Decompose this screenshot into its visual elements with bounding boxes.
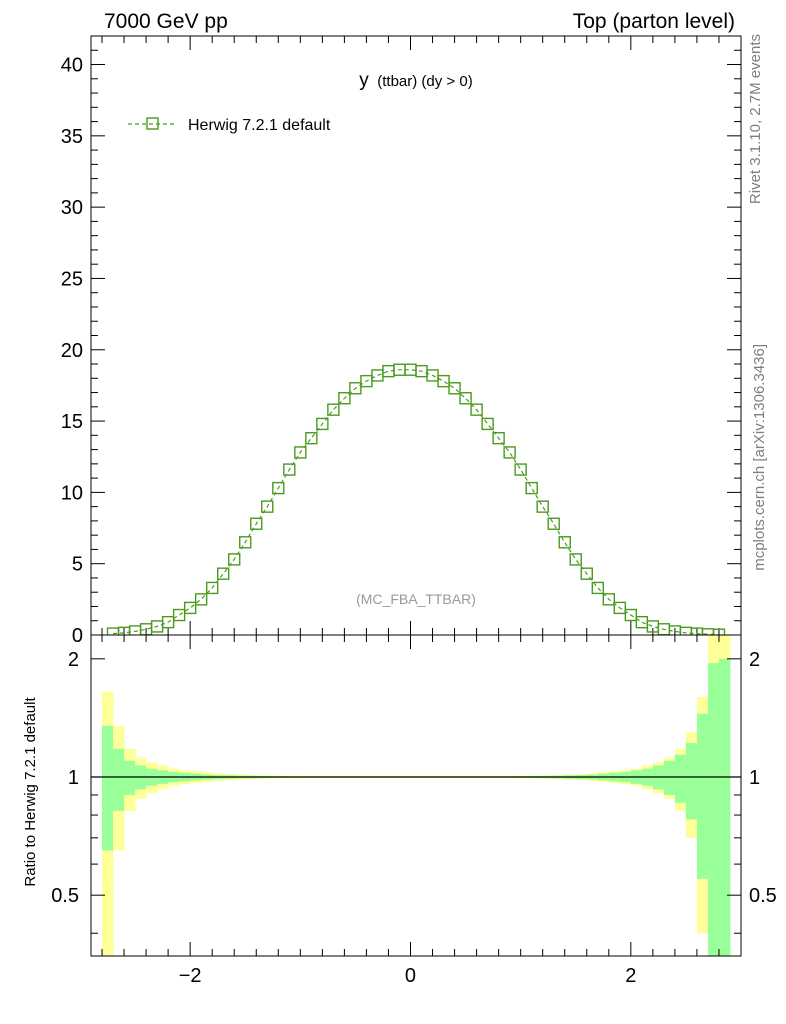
- data-point: [481, 417, 494, 431]
- inner-band-bin: [674, 754, 687, 803]
- data-point: [294, 446, 307, 459]
- data-point: [514, 463, 527, 476]
- ratio-y-tick-label-right: 2: [749, 649, 760, 671]
- x-tick-label: 0: [405, 965, 416, 987]
- header-energy-label: 7000 GeV pp: [104, 10, 228, 33]
- inner-band-bin: [696, 713, 709, 879]
- inner-band-bin: [102, 725, 114, 851]
- y-tick-label: 5: [72, 554, 83, 576]
- data-point: [602, 593, 615, 606]
- main-axis-ticks: [91, 35, 742, 636]
- data-point: [161, 615, 175, 629]
- ratio-y-tick-label-left: 2: [68, 649, 79, 671]
- main-plot-panel: (MC_FBA_TTBAR) 0 5 10 15 20 25 30 35 40 y (ttbar…: [61, 35, 742, 647]
- data-point: [569, 553, 582, 566]
- data-point: [536, 500, 549, 513]
- ratio-uncertainty-bands: [102, 635, 731, 956]
- data-point: [250, 517, 263, 530]
- ratio-axis-ticks: [91, 635, 742, 956]
- y-tick-label: 15: [61, 411, 83, 433]
- plot-title-rest: (ttbar) (dy > 0): [377, 73, 472, 90]
- plot-title: y (ttbar) (dy > 0): [359, 70, 472, 91]
- data-point: [547, 517, 560, 530]
- data-point: [305, 431, 318, 445]
- data-point: [205, 581, 219, 595]
- plot-title-main: y: [359, 70, 369, 91]
- data-point: [327, 403, 340, 416]
- ratio-plot-panel: 0.5 0.5 1 1 2 2 −2 0 2 Ratio to Herwig 7.2.1 def…: [22, 634, 777, 987]
- y-tick-label: 0: [72, 625, 83, 647]
- data-point: [459, 392, 472, 405]
- main-y-tick-labels: 0 5 10 15 20 25 30 35 40: [61, 55, 83, 647]
- data-point: [183, 601, 197, 615]
- data-point: [470, 403, 483, 416]
- inner-band-bin: [707, 663, 720, 956]
- data-point: [437, 374, 450, 388]
- data-point: [217, 567, 230, 580]
- y-tick-label: 20: [61, 340, 83, 362]
- ratio-y-tick-label-left: 0.5: [51, 885, 79, 907]
- data-point: [635, 615, 649, 629]
- rivet-version-label: Rivet 3.1.10, 2.7M events: [747, 34, 764, 204]
- data-point: [492, 431, 505, 445]
- y-tick-label: 35: [61, 126, 83, 148]
- ratio-y-tick-label-right: 1: [749, 767, 760, 789]
- data-point: [558, 536, 571, 549]
- ratio-tick-labels: 0.5 0.5 1 1 2 2 −2 0 2: [51, 649, 777, 987]
- data-point: [503, 446, 516, 459]
- data-point: [272, 481, 285, 495]
- data-point: [448, 382, 461, 395]
- data-point: [624, 608, 638, 622]
- mcplots-label: mcplots.cern.ch [arXiv:1306.3436]: [751, 344, 768, 571]
- data-point: [525, 481, 538, 495]
- data-point: [349, 382, 362, 395]
- data-point: [194, 593, 208, 606]
- data-point: [261, 500, 274, 513]
- data-point: [239, 536, 252, 549]
- data-point: [591, 581, 604, 595]
- y-tick-label: 30: [61, 197, 83, 219]
- y-tick-label: 40: [61, 55, 83, 77]
- x-tick-label: −2: [179, 965, 202, 987]
- series-herwig: [106, 363, 726, 635]
- plot-watermark: (MC_FBA_TTBAR): [356, 591, 476, 607]
- series-line: [112, 369, 720, 635]
- ratio-y-axis-label: Ratio to Herwig 7.2.1 default: [22, 697, 39, 887]
- inner-band-bin: [124, 760, 136, 795]
- ratio-y-tick-label-right: 0.5: [749, 885, 777, 907]
- x-tick-label: 2: [625, 965, 636, 987]
- data-point: [371, 369, 384, 382]
- legend-marker: [146, 117, 159, 130]
- inner-band-bin: [718, 658, 731, 956]
- y-tick-label: 10: [61, 482, 83, 504]
- header-process-label: Top (parton level): [573, 10, 735, 33]
- data-point: [580, 567, 593, 580]
- y-tick-label: 25: [61, 268, 83, 290]
- data-point: [228, 553, 241, 566]
- inner-band-bin: [663, 760, 676, 795]
- data-point: [283, 463, 296, 476]
- data-point: [172, 608, 186, 622]
- legend: Herwig 7.2.1 default: [128, 117, 331, 134]
- inner-band-bin: [113, 748, 125, 811]
- legend-label: Herwig 7.2.1 default: [188, 117, 331, 134]
- ratio-plot-frame: [90, 634, 742, 957]
- data-point: [338, 392, 351, 405]
- inner-band-bin: [685, 743, 698, 820]
- ratio-y-tick-label-left: 1: [68, 767, 79, 789]
- data-point: [316, 417, 329, 431]
- data-point: [613, 601, 627, 615]
